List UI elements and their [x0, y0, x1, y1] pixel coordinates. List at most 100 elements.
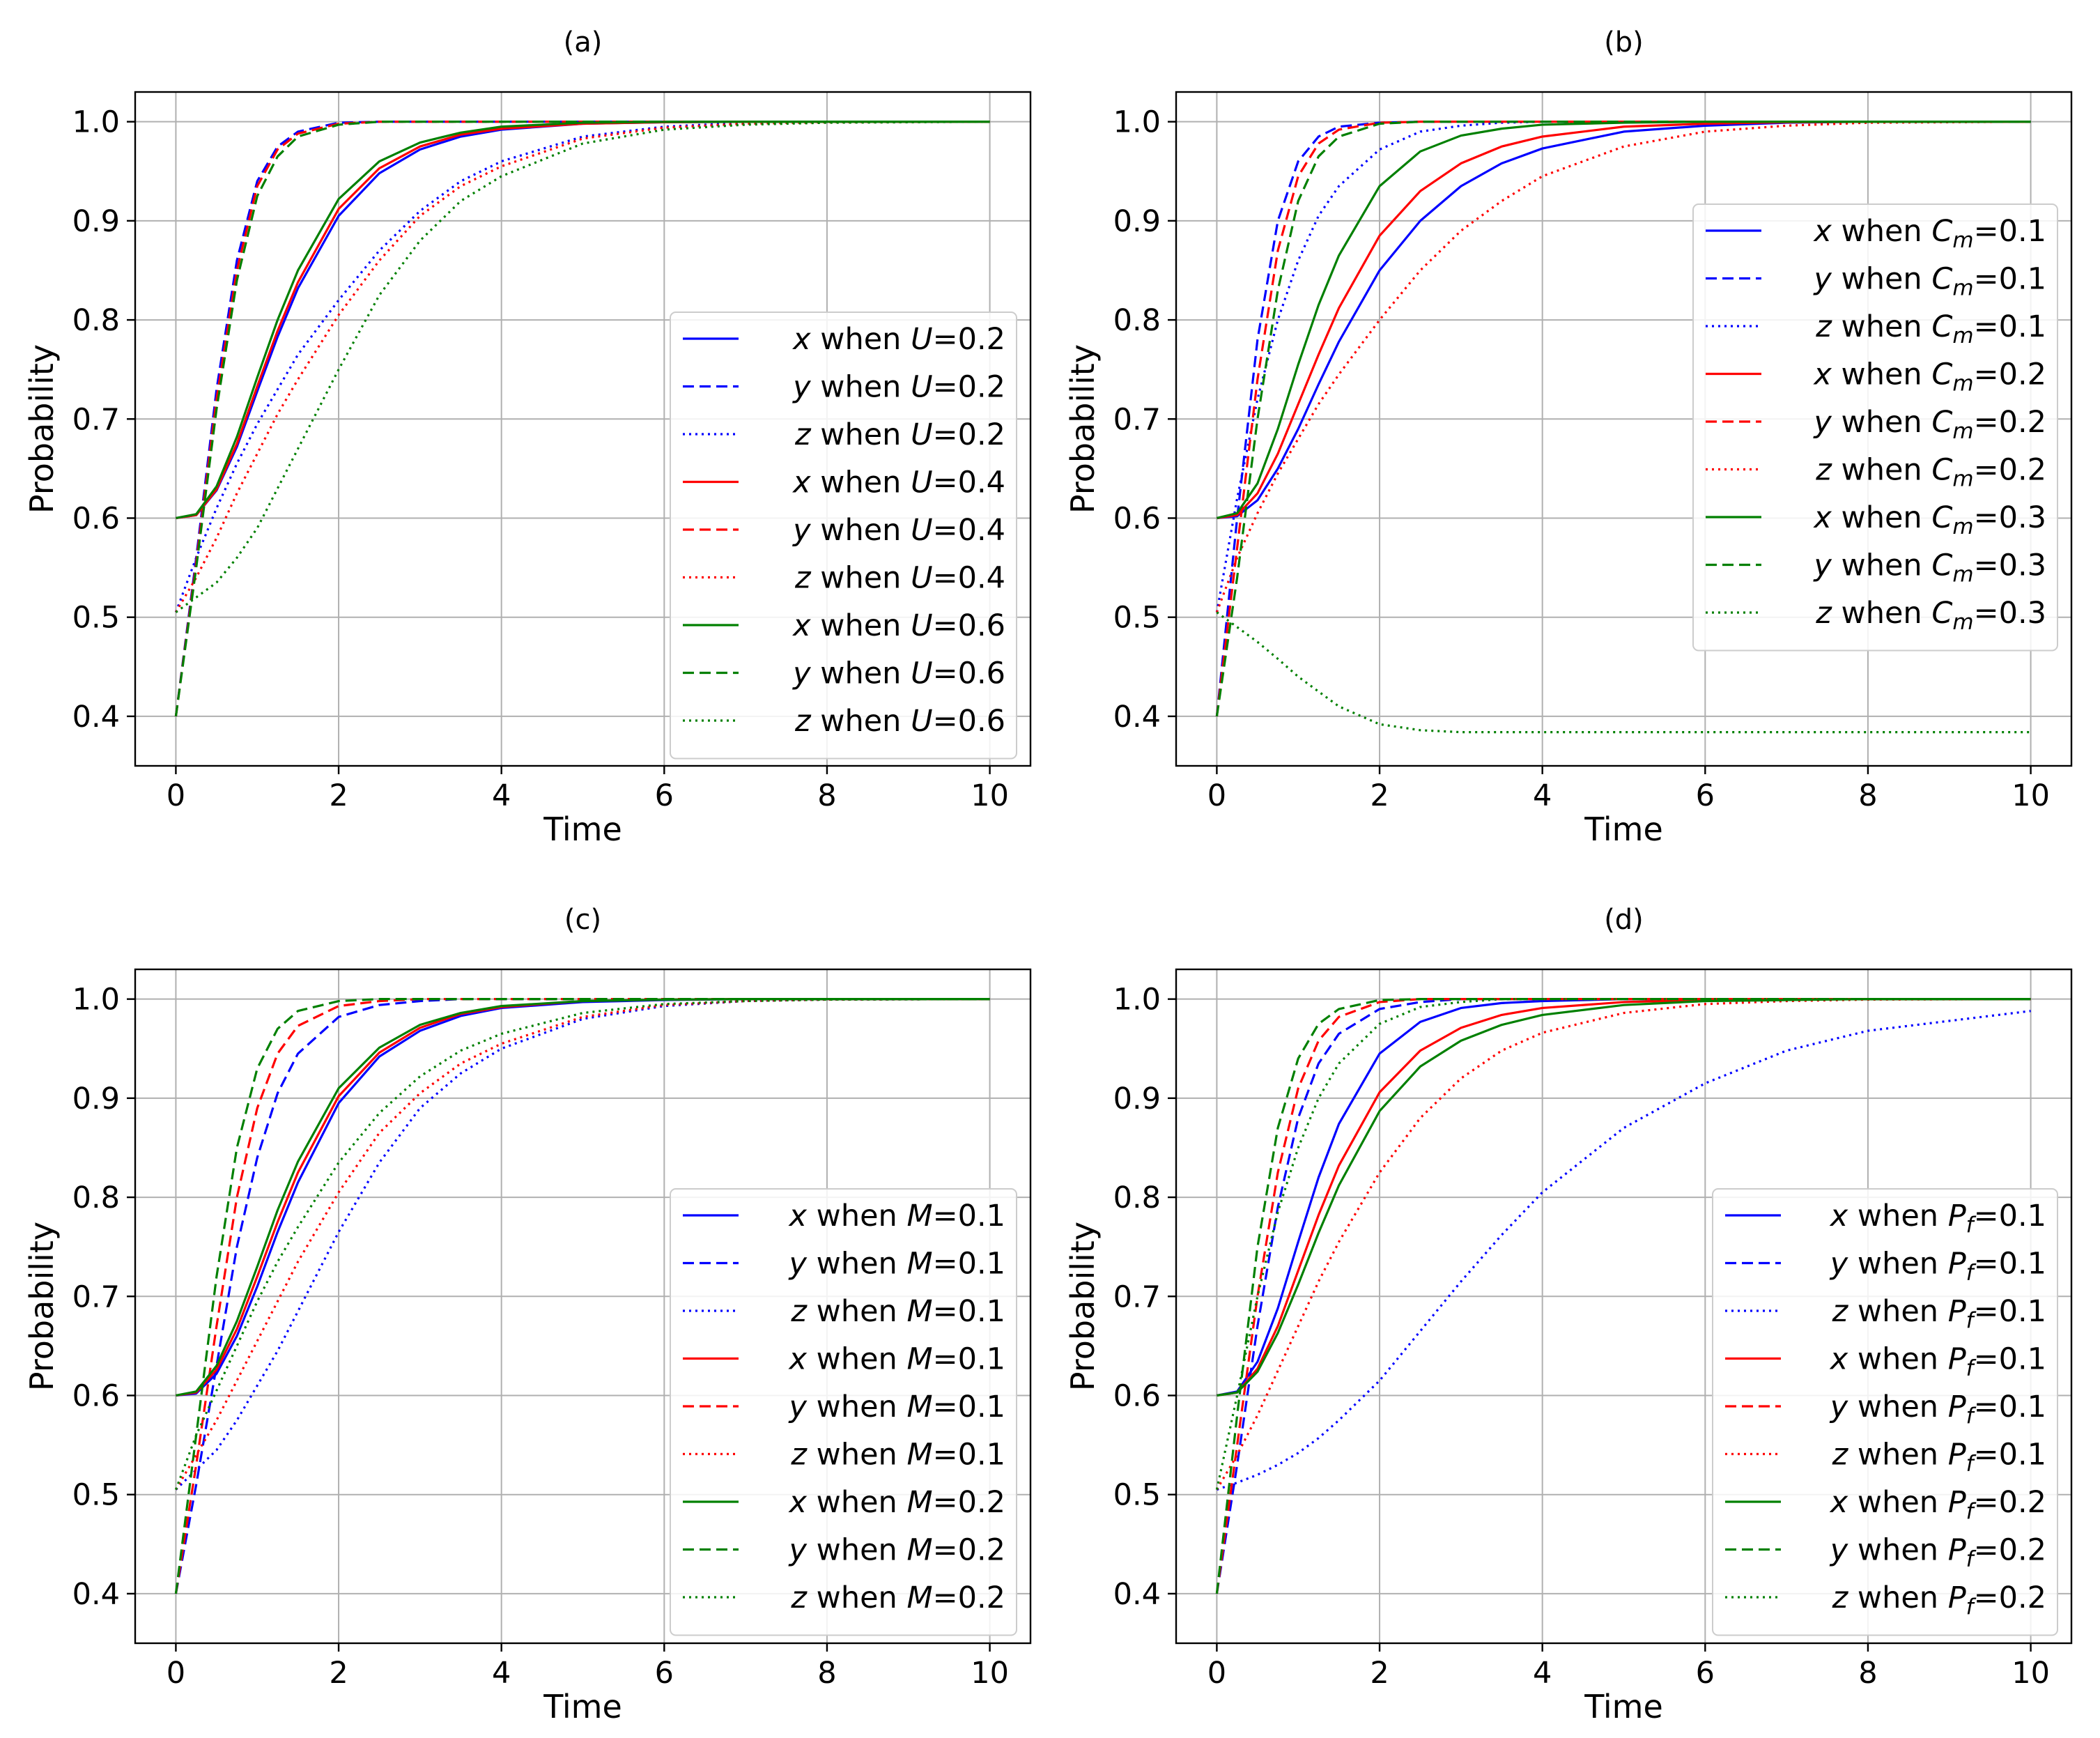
series-line-x-green-solid — [1217, 998, 2031, 1397]
y-tick-label: 0.6 — [72, 1378, 120, 1413]
legend-entry-label: y when U=0.2 — [792, 370, 1005, 405]
series-line-x-blue-solid — [1217, 121, 2031, 520]
axes-frame — [134, 91, 1032, 767]
x-tick-label: 10 — [971, 778, 1009, 813]
y-tick-label: 0.7 — [72, 1279, 120, 1314]
y-tick-label: 0.9 — [72, 1082, 120, 1116]
x-tick-label: 2 — [329, 1656, 348, 1691]
series-line-y-green-dashed — [1215, 998, 2031, 1594]
y-axis-label: Probability — [23, 344, 61, 514]
x-tick-label: 6 — [1696, 778, 1715, 813]
x-tick-label: 10 — [2012, 778, 2050, 813]
x-tick-label: 8 — [1858, 778, 1877, 813]
x-tick-label: 6 — [655, 778, 674, 813]
series-line-y-green-dashed — [1215, 121, 2031, 717]
legend-entry-label: y when Cm=0.1 — [1812, 262, 2046, 301]
y-axis-label: Probability — [23, 1222, 61, 1391]
panel-title: (c) — [564, 904, 601, 936]
y-tick-label: 0.5 — [72, 601, 120, 636]
series-line-y-blue-dashed — [174, 998, 990, 1594]
legend-entry-label: y when U=0.6 — [792, 656, 1005, 691]
legend-entry-label: z when U=0.4 — [794, 561, 1005, 596]
legend-entry-label: z when Pf=0.1 — [1832, 1294, 2046, 1333]
y-tick-label: 0.5 — [1113, 601, 1161, 636]
y-tick-label: 1.0 — [1113, 105, 1161, 140]
y-tick-label: 1.0 — [1113, 983, 1161, 1017]
y-tick-label: 0.6 — [1113, 1378, 1161, 1413]
legend-entry-label: z when M=0.1 — [790, 1438, 1005, 1472]
y-tick-label: 1.0 — [72, 983, 120, 1017]
y-tick-label: 0.8 — [1113, 1181, 1161, 1215]
legend: x when U=0.2 y when U=0.2 z when U=0.2 x wh… — [670, 312, 1017, 760]
series-line-x-green-solid — [176, 998, 990, 1397]
legend-entry-label: x when M=0.1 — [788, 1342, 1005, 1377]
series-line-y-red-dashed — [174, 998, 990, 1594]
legend-entry-label: x when Cm=0.3 — [1812, 500, 2046, 539]
y-axis-label: Probability — [1064, 1222, 1102, 1391]
y-tick-label: 0.4 — [72, 700, 120, 735]
series-line-y-red-dashed — [174, 121, 990, 717]
legend-entry-label: x when Cm=0.1 — [1812, 214, 2046, 253]
legend-entry-label: x when Pf=0.1 — [1829, 1199, 2046, 1238]
legend-entry-label: z when M=0.2 — [790, 1581, 1005, 1615]
axes-frame — [1175, 91, 2073, 767]
legend-entry-label: y when Pf=0.2 — [1829, 1533, 2046, 1572]
legend-entry-label: z when Cm=0.3 — [1815, 596, 2046, 635]
x-tick-label: 6 — [1696, 1656, 1715, 1691]
series-line-z-blue-dotted — [1215, 121, 2031, 613]
x-tick-label: 8 — [817, 1656, 836, 1691]
legend-entry-label: x when M=0.2 — [788, 1485, 1005, 1520]
legend-entry-label: z when Cm=0.2 — [1815, 453, 2046, 492]
legend-entry-label: x when U=0.2 — [792, 322, 1005, 357]
y-tick-label: 0.4 — [1113, 1577, 1161, 1612]
y-tick-label: 0.4 — [1113, 700, 1161, 735]
legend-entry-label: y when Cm=0.3 — [1812, 548, 2046, 587]
legend-entry-label: y when Pf=0.1 — [1829, 1390, 2046, 1429]
legend-box — [1692, 203, 2058, 652]
panel-4: 0 2 4 6 8 10 0.4 0.5 0.6 0.7 0.8 0.9 1.0 (d) Time Proba… — [1064, 904, 2073, 1725]
legend-entry-label: x when U=0.4 — [792, 466, 1005, 500]
y-tick-label: 0.8 — [72, 1181, 120, 1215]
y-tick-label: 0.9 — [1113, 204, 1161, 239]
legend-entry-label: y when M=0.1 — [788, 1390, 1005, 1424]
legend-entry-label: z when U=0.6 — [794, 704, 1005, 739]
legend-box — [1712, 1188, 2058, 1636]
panel-title: (d) — [1604, 904, 1644, 936]
legend-box — [670, 1188, 1017, 1636]
legend-entry-label: y when M=0.1 — [788, 1247, 1005, 1282]
x-axis-label: Time — [543, 810, 622, 848]
series-line-z-green-dotted — [1215, 998, 2031, 1490]
y-tick-label: 0.6 — [72, 501, 120, 536]
series-line-y-green-dashed — [174, 998, 990, 1594]
legend-entry-label: y when Cm=0.2 — [1812, 405, 2046, 444]
y-tick-label: 0.9 — [1113, 1082, 1161, 1116]
y-tick-label: 0.6 — [1113, 501, 1161, 536]
legend: x when M=0.1 y when M=0.1 z when M=0.1 x wh… — [670, 1188, 1017, 1636]
x-axis-label: Time — [543, 1688, 622, 1725]
x-tick-label: 0 — [167, 1656, 185, 1691]
y-tick-label: 0.8 — [72, 303, 120, 338]
x-tick-label: 0 — [1207, 778, 1226, 813]
x-tick-label: 2 — [1370, 778, 1389, 813]
x-tick-label: 2 — [1370, 1656, 1389, 1691]
x-tick-label: 4 — [492, 1656, 511, 1691]
legend: x when Pf=0.1 y when Pf=0.1 z when Pf=0.1 x… — [1712, 1188, 2058, 1636]
series-line-x-red-solid — [1217, 121, 2031, 520]
axes-frame — [1175, 968, 2073, 1645]
x-tick-label: 4 — [1533, 778, 1552, 813]
panel-2: 0 2 4 6 8 10 0.4 0.5 0.6 0.7 0.8 0.9 1.0 (b) Time Proba… — [1064, 26, 2073, 848]
legend-entry-label: x when Pf=0.2 — [1829, 1485, 2046, 1524]
legend-entry-label: y when M=0.2 — [788, 1533, 1005, 1568]
y-tick-label: 0.7 — [1113, 402, 1161, 437]
x-tick-label: 0 — [1207, 1656, 1226, 1691]
series-line-z-blue-dotted — [175, 998, 990, 1491]
y-axis-label: Probability — [1064, 344, 1102, 514]
legend-entry-label: z when Pf=0.2 — [1832, 1581, 2046, 1620]
legend-entry-label: z when Pf=0.1 — [1832, 1438, 2046, 1477]
x-tick-label: 4 — [1533, 1656, 1552, 1691]
y-tick-label: 0.4 — [72, 1577, 120, 1612]
panel-title: (a) — [564, 26, 603, 59]
series-line-z-blue-dotted — [1216, 1010, 2031, 1491]
legend-entry-label: z when Cm=0.1 — [1815, 309, 2046, 348]
